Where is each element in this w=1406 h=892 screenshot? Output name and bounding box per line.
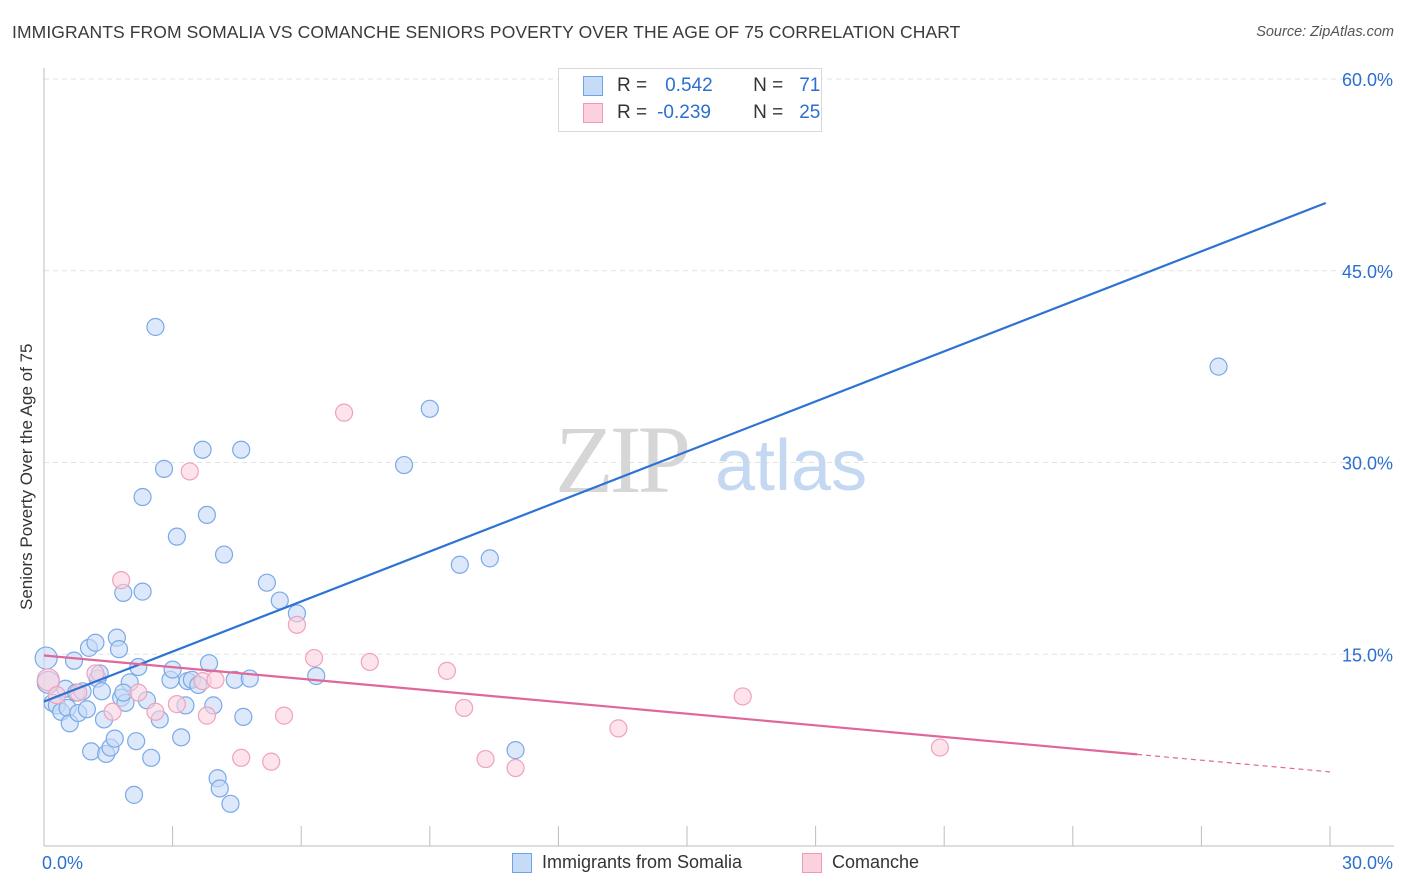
n-label: N =: [753, 75, 784, 96]
r-value: 0.542: [665, 75, 713, 96]
comanche-point: [262, 752, 281, 771]
comanche-point: [146, 702, 165, 721]
comanche-point: [733, 687, 752, 706]
comanche-point: [112, 571, 131, 590]
comanche-point: [304, 648, 324, 668]
legend-row-somalia: R = 0.542 N = 71: [583, 73, 820, 99]
legend-label-comanche: Comanche: [832, 852, 920, 872]
somalia-point: [77, 700, 96, 719]
grid-lines: [44, 78, 1394, 655]
comanche-point: [287, 615, 307, 634]
comanche-point: [197, 706, 216, 725]
comanche-point: [506, 758, 525, 778]
somalia-point: [197, 505, 216, 525]
data-points: [34, 69, 1228, 813]
comanche-swatch: [583, 103, 603, 123]
correlation-legend: R = 0.542 N = 71 R = -0.239 N = 25: [558, 68, 822, 132]
comanche-trend-line-extension: [1137, 753, 1331, 773]
somalia-point: [450, 555, 469, 574]
somalia-point: [154, 459, 174, 478]
somalia-point: [82, 742, 101, 761]
y-tick-label: 30.0%: [1342, 454, 1393, 474]
source-credit: Source: ZipAtlas.com: [1256, 24, 1394, 40]
n-value: 71: [799, 75, 821, 96]
somalia-point: [64, 651, 84, 670]
somalia-point: [172, 728, 191, 747]
somalia-point: [221, 794, 240, 813]
comanche-point: [609, 719, 628, 738]
somalia-point: [86, 633, 105, 652]
somalia-point: [146, 317, 165, 337]
somalia-point: [163, 660, 182, 679]
comanche-point: [47, 686, 66, 705]
r-label: R =: [617, 75, 648, 96]
somalia-point: [133, 487, 152, 507]
trend-lines: [43, 201, 1331, 773]
comanche-point: [454, 698, 474, 718]
comanche-point: [360, 652, 379, 672]
legend-row-comanche: R = -0.239 N = 25: [583, 100, 820, 126]
somalia-point: [257, 573, 277, 592]
comanche-swatch: [802, 852, 822, 873]
somalia-swatch: [512, 852, 532, 873]
somalia-point: [133, 582, 152, 601]
somalia-point: [127, 732, 146, 751]
comanche-point: [232, 748, 251, 767]
comanche-point: [206, 670, 225, 689]
somalia-point: [232, 440, 251, 459]
comanche-point: [129, 683, 148, 702]
comanche-point: [274, 706, 294, 725]
somalia-point: [480, 549, 499, 568]
tick-labels: 15.0% 30.0% 45.0% 60.0% 0.0% 30.0%: [42, 70, 1393, 873]
comanche-point: [180, 462, 199, 481]
somalia-point: [307, 666, 326, 686]
somalia-point: [34, 646, 58, 670]
comanche-point: [334, 403, 354, 422]
axes: [43, 68, 1394, 847]
somalia-point: [506, 741, 525, 760]
somalia-point: [92, 682, 111, 701]
somalia-point: [109, 640, 129, 659]
somalia-point: [1209, 357, 1228, 376]
y-tick-label: 60.0%: [1342, 70, 1393, 90]
series-legend: Immigrants from Somalia Comanche: [0, 852, 1406, 878]
watermark-atlas: atlas: [715, 426, 867, 506]
r-value: -0.239: [657, 102, 711, 123]
r-label: R =: [617, 102, 648, 123]
legend-label-somalia: Immigrants from Somalia: [542, 852, 743, 872]
n-label: N =: [753, 102, 784, 123]
somalia-point: [142, 748, 161, 767]
legend-item-somalia: Immigrants from Somalia: [512, 852, 742, 873]
chart-title: IMMIGRANTS FROM SOMALIA VS COMANCHE SENI…: [12, 22, 961, 42]
x-tick-label: 30.0%: [1342, 853, 1393, 873]
watermark: ZIP atlas: [555, 406, 867, 513]
somalia-point: [234, 707, 253, 726]
somalia-point: [199, 654, 219, 673]
somalia-trend-line: [43, 201, 1327, 703]
somalia-swatch: [583, 76, 603, 96]
somalia-point: [420, 399, 439, 418]
comanche-point: [476, 749, 495, 769]
somalia-point: [193, 440, 212, 459]
comanche-trend-line: [43, 654, 1138, 756]
legend-item-comanche: Comanche: [802, 852, 919, 873]
somalia-point: [394, 455, 414, 475]
somalia-point: [214, 545, 234, 564]
y-axis-label: Seniors Poverty Over the Age of 75: [17, 343, 36, 610]
comanche-point: [103, 702, 122, 721]
n-value: 25: [799, 102, 821, 123]
somalia-point: [167, 527, 186, 546]
comanche-point: [36, 668, 60, 692]
y-tick-label: 45.0%: [1342, 262, 1393, 282]
somalia-point: [105, 729, 124, 748]
x-tick-label: 0.0%: [42, 853, 83, 873]
comanche-point: [437, 661, 457, 680]
y-tick-label: 15.0%: [1342, 645, 1393, 665]
somalia-point: [124, 785, 144, 804]
somalia-point: [210, 779, 229, 798]
comanche-point: [930, 738, 950, 757]
comanche-point: [167, 695, 186, 714]
